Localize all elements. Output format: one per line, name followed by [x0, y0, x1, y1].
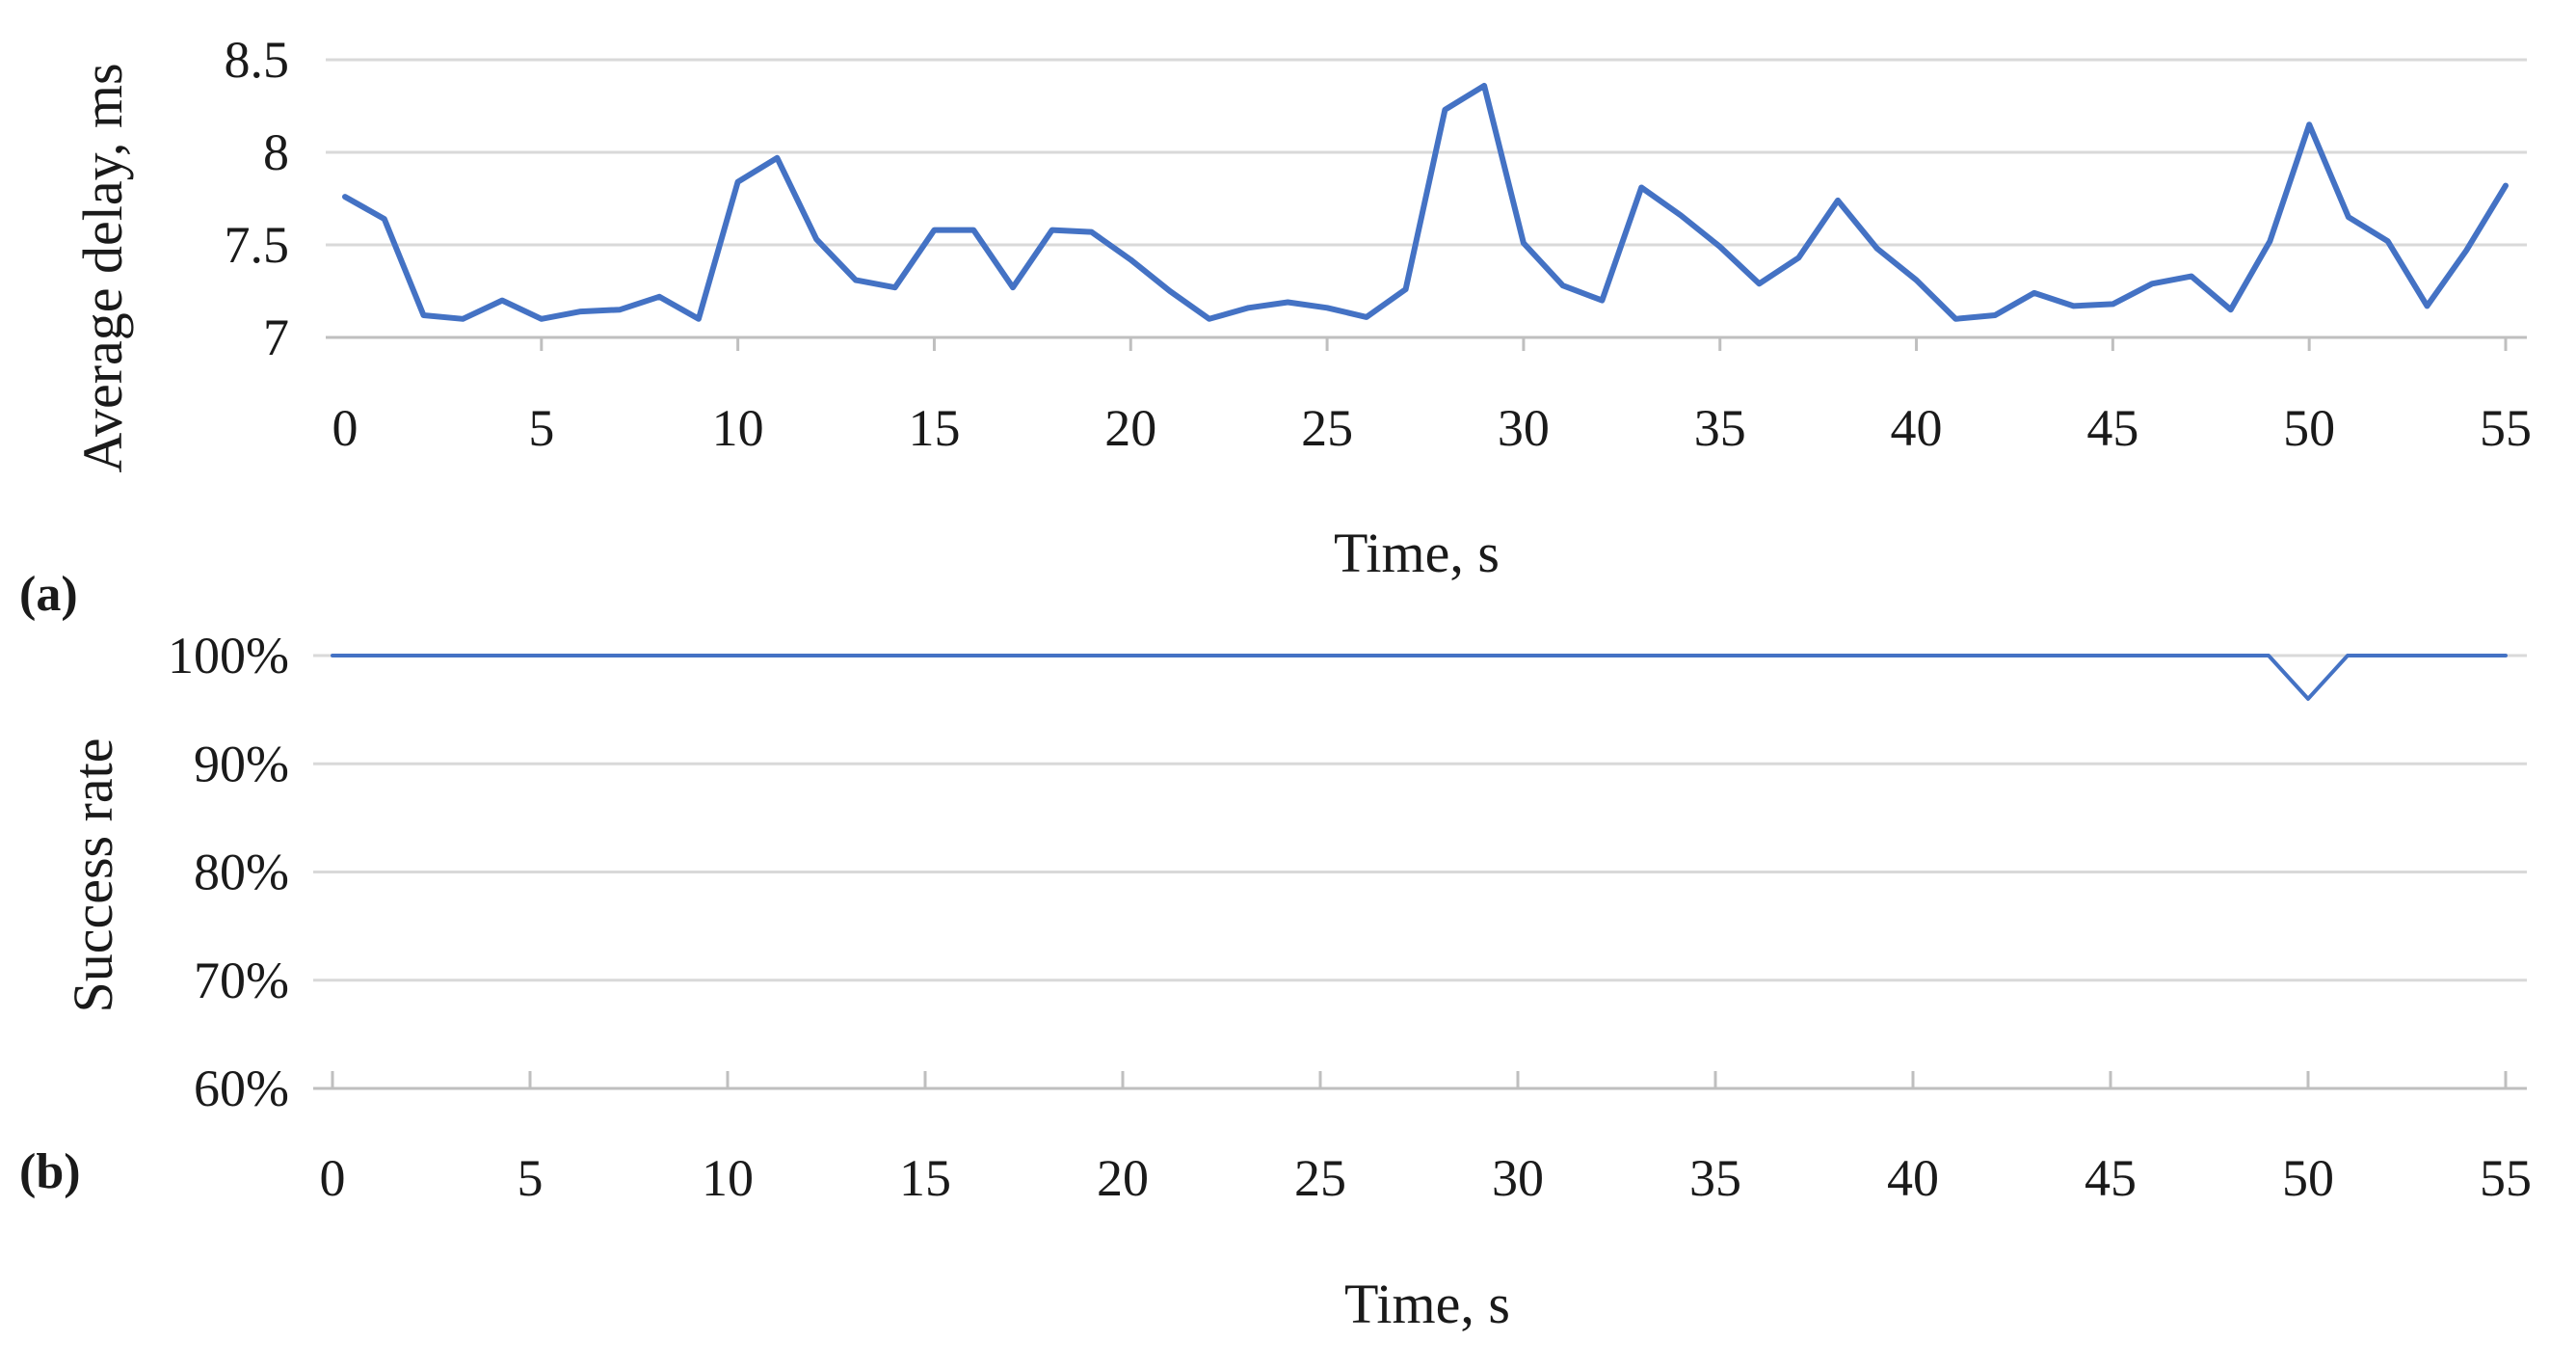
- x-tick-label: 40: [1891, 399, 1943, 457]
- panel-label-a: (a): [19, 567, 78, 622]
- chart-success-rate: 60% 70% 80% 90% 100% 0 5 10 15 20 25 30 35 40 45 50 55 T…: [62, 627, 2532, 1335]
- y-tick-label: 60%: [194, 1060, 289, 1117]
- y-tick-label: 7.5: [225, 216, 290, 274]
- y-tick-label: 8: [263, 123, 289, 181]
- series-line: [342, 82, 2509, 322]
- x-tick-label: 15: [899, 1149, 951, 1207]
- tick-labels: 60% 70% 80% 90% 100% 0 5 10 15 20 25 30 35 40 45 50 55: [168, 627, 2532, 1207]
- series-lines: [331, 654, 2508, 701]
- y-tick-label: 90%: [194, 735, 289, 792]
- x-tick-label: 20: [1097, 1149, 1149, 1207]
- y-axis-label: Success rate: [62, 738, 124, 1012]
- x-tick-label: 5: [518, 1149, 544, 1207]
- x-tick-label: 15: [908, 399, 960, 457]
- tick-labels: 7 7.5 8 8.5 0 5 10 15 20 25 30 35 40 45 50 55: [225, 31, 2533, 457]
- y-tick-label: 8.5: [225, 31, 290, 89]
- y-tick-label: 70%: [194, 952, 289, 1009]
- x-tick-label: 45: [2085, 1149, 2137, 1207]
- grid-lines: [313, 654, 2527, 982]
- x-axis-label: Time, s: [1344, 1273, 1510, 1335]
- x-tick-label: 50: [2282, 1149, 2334, 1207]
- series-line: [331, 654, 2508, 701]
- axes: [326, 335, 2527, 351]
- y-tick-label: 80%: [194, 844, 289, 901]
- x-tick-label: 45: [2086, 399, 2138, 457]
- x-axis-label: Time, s: [1334, 522, 1500, 584]
- x-tick-label: 50: [2283, 399, 2335, 457]
- x-tick-label: 35: [1689, 1149, 1741, 1207]
- x-tick-label: 10: [712, 399, 764, 457]
- y-tick-label: 100%: [168, 627, 289, 684]
- y-tick-label: 7: [263, 308, 289, 366]
- x-tick-label: 30: [1498, 399, 1550, 457]
- x-tick-label: 25: [1301, 399, 1353, 457]
- x-tick-label: 5: [528, 399, 554, 457]
- x-tick-label: 55: [2480, 399, 2532, 457]
- x-tick-label: 20: [1104, 399, 1156, 457]
- x-tick-label: 35: [1694, 399, 1746, 457]
- y-axis-label: Average delay, ms: [71, 63, 134, 472]
- x-tick-label: 40: [1887, 1149, 1939, 1207]
- x-tick-label: 0: [320, 1149, 346, 1207]
- axes: [313, 1071, 2527, 1090]
- x-tick-label: 25: [1294, 1149, 1346, 1207]
- x-tick-label: 55: [2480, 1149, 2532, 1207]
- grid-lines: [326, 58, 2527, 247]
- series-lines: [342, 82, 2509, 322]
- x-tick-label: 0: [332, 399, 359, 457]
- chart-average-delay: 7 7.5 8 8.5 0 5 10 15 20 25 30 35 40 45 50 55 Time, s A…: [71, 31, 2532, 584]
- x-tick-label: 10: [702, 1149, 754, 1207]
- x-tick-label: 30: [1492, 1149, 1544, 1207]
- panel-label-b: (b): [19, 1144, 81, 1199]
